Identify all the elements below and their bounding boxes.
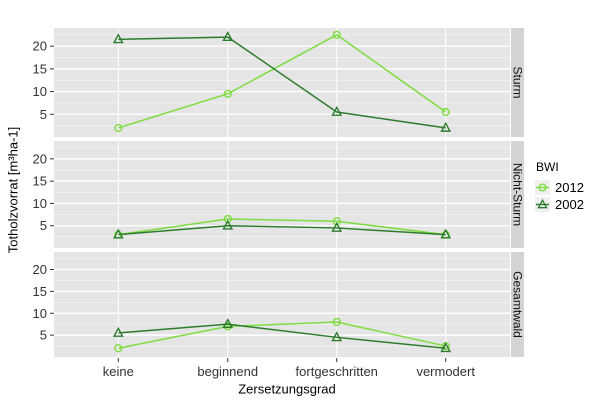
x-tick-label: beginnend [197, 364, 258, 379]
marker-circle-2012 [114, 344, 123, 353]
x-tick-label: fortgeschritten [296, 364, 378, 379]
y-tick-label: 15 [33, 174, 47, 189]
y-axis-title: Totholzvorrat [m³ha-1] [5, 126, 21, 254]
marker-triangle-2002 [440, 228, 452, 239]
facet-strip-label: Gesamtwald [511, 271, 525, 338]
facet-strip [511, 28, 524, 137]
y-tick-label: 5 [40, 218, 47, 233]
y-tick-label: 20 [33, 151, 47, 166]
legend-title: BWI [536, 160, 559, 174]
marker-circle-2012 [332, 317, 341, 327]
facet-strip [511, 252, 524, 357]
x-tick-label: keine [103, 364, 134, 379]
panel-Nicht-Sturm [54, 141, 510, 248]
panel-Gesamtwald [54, 252, 510, 357]
x-axis-title: Zersetzungsgrad [238, 381, 336, 397]
y-tick-label: 10 [33, 84, 47, 99]
series-line-2002 [118, 36, 446, 129]
marker-circle-2012 [223, 89, 232, 98]
marker-triangle-2002 [222, 31, 234, 41]
y-tick-label: 5 [40, 328, 47, 343]
marker-triangle-2002 [331, 221, 343, 232]
y-tick-label: 20 [33, 39, 47, 54]
marker-triangle-2002 [331, 331, 343, 342]
legend-label-2012: 2012 [555, 179, 584, 195]
marker-triangle-2002 [440, 342, 452, 353]
series-line-2012 [118, 218, 446, 236]
x-tick-label: vermodert [416, 364, 475, 379]
marker-circle-2012 [332, 30, 341, 39]
series-line-2012 [118, 33, 447, 129]
marker-triangle-2002 [112, 326, 124, 337]
marker-triangle-2002 [222, 219, 234, 230]
legend: BWI 2012 2002 [535, 160, 584, 213]
circle-marker-icon [535, 179, 550, 195]
marker-triangle-2002 [331, 105, 343, 116]
facet-strip-label: Sturm [511, 66, 525, 98]
marker-triangle-2002 [440, 121, 452, 132]
marker-circle-2012 [441, 107, 450, 117]
legend-item-2002: 2002 [535, 196, 584, 212]
y-tick-label: 10 [33, 306, 47, 321]
marker-circle-2012 [114, 123, 123, 133]
series-line-2002 [118, 323, 446, 349]
y-tick-label: 15 [33, 61, 47, 76]
series-line-2002 [118, 224, 446, 236]
marker-triangle-2002 [112, 228, 124, 239]
y-tick-label: 15 [33, 284, 47, 299]
series-line-2012 [118, 321, 446, 349]
marker-triangle-2002 [222, 318, 234, 329]
facet-strip [511, 141, 524, 248]
y-tick-label: 20 [33, 262, 47, 277]
y-tick-label: 5 [40, 107, 47, 122]
facet-strip-label: Nicht-Sturm [511, 163, 525, 226]
marker-triangle-2002 [112, 33, 124, 44]
panel-Sturm [54, 28, 510, 137]
legend-item-2012: 2012 [535, 179, 584, 195]
y-tick-label: 10 [33, 196, 47, 211]
legend-label-2002: 2002 [555, 196, 584, 212]
triangle-marker-icon [535, 196, 550, 212]
